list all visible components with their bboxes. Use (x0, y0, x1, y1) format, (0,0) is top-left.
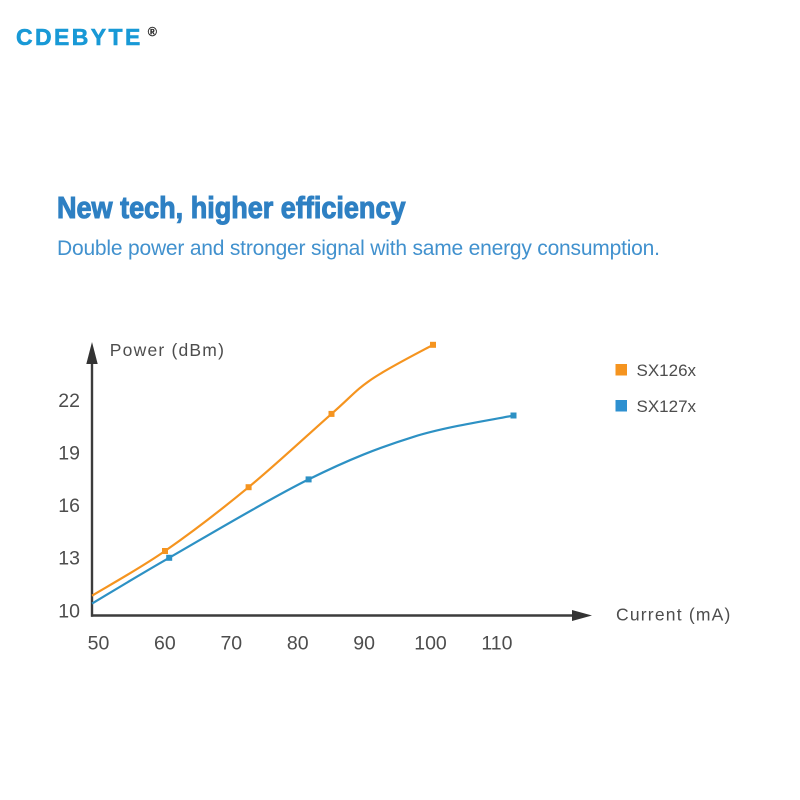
svg-text:SX127x: SX127x (637, 397, 697, 416)
svg-text:110: 110 (481, 633, 512, 655)
svg-text:Current (mA): Current (mA) (616, 605, 732, 625)
svg-text:60: 60 (154, 633, 176, 655)
svg-text:Power (dBm): Power (dBm) (110, 340, 225, 360)
svg-text:80: 80 (287, 633, 309, 655)
svg-text:50: 50 (88, 633, 110, 655)
svg-text:19: 19 (58, 443, 80, 465)
svg-text:10: 10 (58, 601, 80, 623)
svg-text:70: 70 (220, 633, 242, 655)
svg-text:16: 16 (58, 495, 80, 517)
svg-text:22: 22 (58, 390, 80, 412)
svg-text:90: 90 (353, 633, 375, 655)
svg-text:13: 13 (58, 548, 80, 570)
svg-text:100: 100 (414, 633, 447, 655)
svg-text:SX126x: SX126x (637, 361, 697, 380)
